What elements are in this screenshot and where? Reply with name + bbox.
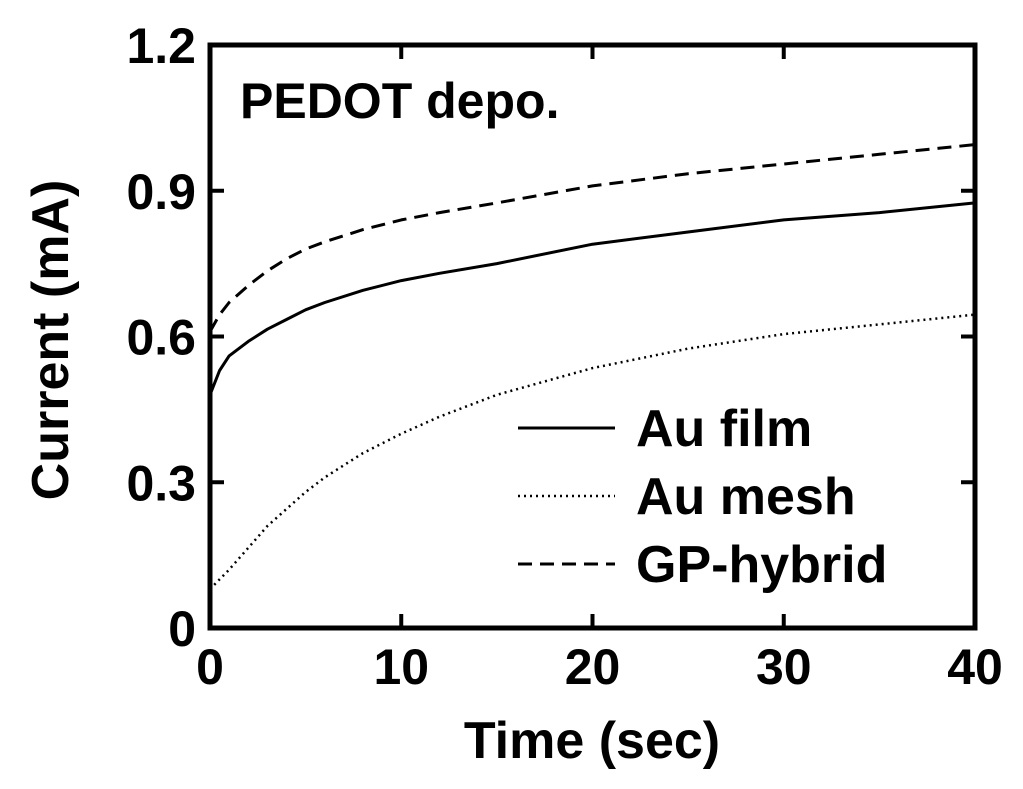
series-lines xyxy=(208,143,976,590)
series-line-gp-hybrid xyxy=(208,143,976,333)
y-axis-title: Current (mA) xyxy=(22,180,80,501)
series-line-au-film xyxy=(208,201,976,396)
y-tick-label: 0.6 xyxy=(126,310,196,366)
x-tick-label: 0 xyxy=(196,639,224,695)
x-tick-label: 30 xyxy=(756,639,812,695)
legend-label-au-film: Au film xyxy=(636,400,812,458)
legend-label-au-mesh: Au mesh xyxy=(636,468,856,526)
x-tick-label: 10 xyxy=(373,639,429,695)
x-axis-title: Time (sec) xyxy=(464,712,720,770)
y-tick-label: 0.9 xyxy=(126,164,196,220)
series-line-au-mesh xyxy=(209,313,976,590)
x-tick-label: 40 xyxy=(947,639,1003,695)
panel-annotation: PEDOT depo. xyxy=(240,73,559,129)
y-tick-label: 1.2 xyxy=(126,18,196,74)
legend-label-gp-hybrid: GP-hybrid xyxy=(636,536,887,594)
y-tick-label: 0 xyxy=(168,601,196,657)
x-axis-ticks: 0 10 20 30 40 xyxy=(196,45,1003,695)
legend: Au film Au mesh GP-hybrid xyxy=(518,400,887,594)
y-axis-ticks: 0 0.3 0.6 0.9 1.2 xyxy=(126,18,975,657)
x-tick-label: 20 xyxy=(565,639,621,695)
y-tick-label: 0.3 xyxy=(126,455,196,511)
